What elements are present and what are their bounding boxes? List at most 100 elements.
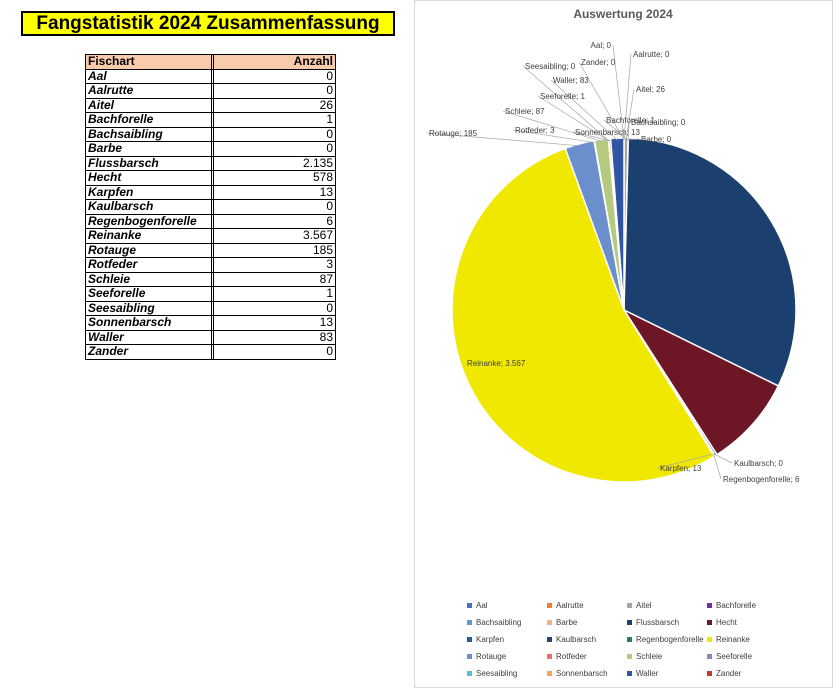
legend-label: Bachsaibling [476, 618, 521, 627]
count-cell: 87 [213, 271, 336, 287]
legend-swatch [547, 671, 552, 676]
leader-line [603, 119, 629, 141]
sheet-title: Fangstatistik 2024 Zusammenfassung [21, 11, 395, 36]
data-label: Aalrutte; 0 [633, 50, 670, 59]
count-cell: 0 [213, 68, 336, 84]
table-row: Regenbogenforelle 6 [85, 213, 336, 229]
fish-name-cell: Rotfeder [85, 257, 212, 273]
legend-swatch [627, 637, 632, 642]
fish-name-cell: Reinanke [85, 228, 212, 244]
fish-name-cell: Regenbogenforelle [85, 213, 212, 229]
legend-label: Sonnenbarsch [556, 669, 608, 678]
count-cell: 83 [213, 329, 336, 345]
legend-label: Zander [716, 669, 742, 678]
leader-line [714, 453, 733, 464]
pie-slice [623, 137, 797, 387]
data-label: Bachsaibling; 0 [631, 118, 686, 127]
data-label: Rotfeder; 3 [515, 126, 555, 135]
fish-name-cell: Bachsaibling [85, 126, 212, 142]
legend-label: Schleie [636, 652, 663, 661]
count-cell: 0 [213, 126, 336, 142]
leader-line [512, 129, 595, 143]
fish-name-cell: Seesaibling [85, 300, 212, 316]
leader-line [572, 131, 610, 141]
leader-line [537, 95, 609, 141]
leader-line [502, 110, 602, 142]
leader-line [627, 121, 630, 141]
leader-line [426, 132, 580, 147]
table-row: Seeforelle 1 [85, 286, 336, 302]
count-cell: 0 [213, 344, 336, 360]
table-row: Aalrutte 0 [85, 83, 336, 99]
table-body: Aal 0 Aalrutte 0 Aitel 26 Bachforelle 1 Bachsaib… [85, 68, 336, 360]
count-cell: 185 [213, 242, 336, 258]
leader-line [623, 53, 632, 141]
legend-swatch [707, 637, 712, 642]
table-row: Seesaibling 0 [85, 300, 336, 316]
table-row: Sonnenbarsch 13 [85, 315, 336, 331]
legend-label: Kaulbarsch [556, 635, 596, 644]
legend-swatch [627, 654, 632, 659]
leader-line [625, 88, 635, 141]
fish-name-cell: Flussbarsch [85, 155, 212, 171]
table-row: Flussbarsch 2.135 [85, 155, 336, 171]
table-row: Bachsaibling 0 [85, 126, 336, 142]
fish-name-cell: Waller [85, 329, 212, 345]
legend-swatch [467, 620, 472, 625]
legend-label: Regenbogenforelle [636, 635, 704, 644]
legend-label: Aitel [636, 601, 652, 610]
count-cell: 2.135 [213, 155, 336, 171]
leader-line [713, 454, 722, 480]
leader-line [550, 79, 618, 141]
legend-swatch [467, 654, 472, 659]
pie-slice [451, 147, 716, 483]
legend-label: Barbe [556, 618, 578, 627]
legend-label: Seesaibling [476, 669, 517, 678]
fish-name-cell: Rotauge [85, 242, 212, 258]
count-cell: 0 [213, 83, 336, 99]
data-label: Reinanke; 3.567 [467, 359, 526, 368]
count-cell: 3 [213, 257, 336, 273]
fish-name-cell: Karpfen [85, 184, 212, 200]
table-row: Kaulbarsch 0 [85, 199, 336, 215]
data-labels: Aal; 0 Aalrutte; 0 Aitel; 26 Bachforelle; 1… [429, 41, 800, 484]
legend-label: Seeforelle [716, 652, 753, 661]
count-cell: 13 [213, 184, 336, 200]
data-label: Waller; 83 [553, 76, 589, 85]
pie-slice [621, 308, 780, 456]
leader-line [522, 65, 609, 141]
fish-name-cell: Bachforelle [85, 112, 212, 128]
legend-label: Waller [636, 669, 659, 678]
table-row: Waller 83 [85, 329, 336, 345]
legend-label: Rotauge [476, 652, 507, 661]
legend-swatch [707, 671, 712, 676]
data-label: Kaulbarsch; 0 [734, 459, 783, 468]
legend-swatch [547, 637, 552, 642]
data-label: Hecht; 578 [718, 404, 757, 413]
count-cell: 1 [213, 112, 336, 128]
table-header-row: Fischart Anzahl [85, 54, 336, 70]
leader-line [628, 138, 640, 141]
legend-swatch [627, 620, 632, 625]
legend-label: Aal [476, 601, 488, 610]
table-row: Hecht 578 [85, 170, 336, 186]
data-label: Rotauge; 185 [429, 129, 478, 138]
count-cell: 13 [213, 315, 336, 331]
count-cell: 578 [213, 170, 336, 186]
legend-label: Karpfen [476, 635, 504, 644]
table-row: Barbe 0 [85, 141, 336, 157]
leader-line [578, 61, 625, 141]
count-cell: 3.567 [213, 228, 336, 244]
count-cell: 26 [213, 97, 336, 113]
legend-label: Bachforelle [716, 601, 757, 610]
data-label: Karpfen; 13 [660, 464, 702, 473]
leader-line [657, 453, 716, 469]
fish-name-cell: Schleie [85, 271, 212, 287]
count-cell: 0 [213, 141, 336, 157]
count-cell: 6 [213, 213, 336, 229]
legend-swatch [627, 603, 632, 608]
data-label: Aal; 0 [591, 41, 612, 50]
fish-name-cell: Seeforelle [85, 286, 212, 302]
legend-label: Aalrutte [556, 601, 584, 610]
data-label: Flussbarsch; 2.135 [709, 250, 777, 259]
